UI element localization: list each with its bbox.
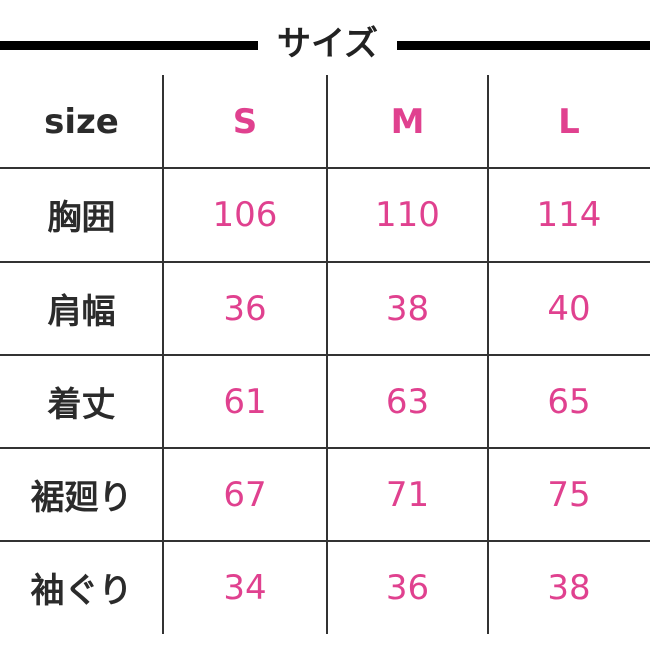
table-cell-value: 75 — [547, 474, 591, 515]
table-cell-value: 106 — [212, 194, 278, 235]
table-cell-value: 36 — [223, 288, 267, 329]
row-divider — [0, 261, 650, 263]
row-divider — [0, 354, 650, 356]
row-divider — [0, 167, 650, 169]
table-cell-value: 63 — [385, 381, 430, 422]
row-divider — [0, 540, 650, 542]
table-cell-value: 34 — [223, 567, 267, 608]
table-cell-value: 65 — [547, 381, 591, 422]
table-cell-value: 38 — [385, 288, 430, 329]
table-cell-value: 38 — [547, 567, 591, 608]
table-cell-value: 110 — [375, 194, 440, 235]
header-size-label: size — [44, 101, 119, 142]
row-label: 胸囲 — [47, 198, 116, 238]
page-title: サイズ — [277, 24, 378, 64]
table-cell-value: 61 — [223, 381, 267, 422]
row-label: 肩幅 — [47, 292, 116, 332]
header-size-s: S — [232, 101, 258, 142]
table-cell-value: 67 — [223, 474, 267, 515]
table-cell-value: 71 — [385, 474, 430, 515]
row-divider — [0, 447, 650, 449]
title-rule-left — [0, 41, 258, 50]
row-label: 着丈 — [47, 385, 116, 425]
row-label: 袖ぐり — [30, 571, 133, 611]
table-cell-value: 36 — [385, 567, 430, 608]
table-cell-value: 40 — [547, 288, 591, 329]
header-size-l: L — [558, 101, 580, 142]
table-cell-value: 114 — [536, 194, 602, 235]
header-size-m: M — [390, 101, 425, 142]
row-label: 裾廻り — [30, 478, 133, 518]
title-rule-right — [397, 41, 650, 50]
